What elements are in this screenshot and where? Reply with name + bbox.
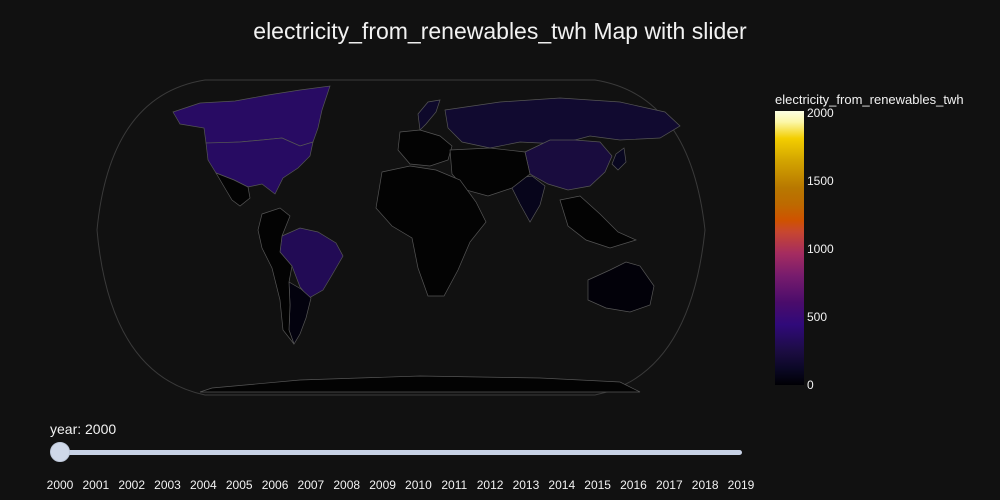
year-tick-2011[interactable]: 2011 — [441, 478, 468, 492]
country-europe — [397, 129, 453, 167]
country-antarctica — [199, 375, 641, 393]
year-slider-track[interactable] — [60, 450, 742, 455]
country-china — [524, 139, 613, 191]
year-tick-2014[interactable]: 2014 — [548, 478, 576, 492]
country-mexico — [215, 172, 251, 207]
year-tick-2009[interactable]: 2009 — [369, 478, 396, 492]
year-tick-2016[interactable]: 2016 — [620, 478, 647, 492]
year-tick-2015[interactable]: 2015 — [584, 478, 611, 492]
year-tick-2018[interactable]: 2018 — [691, 478, 719, 492]
country-se-asia — [559, 195, 637, 249]
country-nw-south-america — [257, 207, 295, 345]
year-tick-2000[interactable]: 2000 — [46, 478, 74, 492]
year-tick-2007[interactable]: 2007 — [297, 478, 325, 492]
year-tick-2004[interactable]: 2004 — [190, 478, 217, 492]
colorbar-title: electricity_from_renewables_twh — [775, 92, 964, 107]
colorbar-tick-2000: 2000 — [807, 106, 834, 120]
country-australia — [587, 261, 655, 313]
year-tick-2012[interactable]: 2012 — [476, 478, 504, 492]
year-tick-2013[interactable]: 2013 — [512, 478, 540, 492]
country-norway — [417, 99, 441, 131]
country-usa — [205, 137, 314, 195]
slider-current-year: 2000 — [85, 421, 117, 437]
chart-title: electricity_from_renewables_twh Map with… — [253, 18, 747, 44]
country-russia — [444, 97, 681, 149]
year-tick-2010[interactable]: 2010 — [405, 478, 432, 492]
slider-current-label: year: 2000 — [50, 421, 116, 437]
colorbar-tick-500: 500 — [807, 310, 828, 324]
country-africa — [375, 165, 487, 297]
country-japan — [611, 147, 627, 171]
colorbar-tick-1000: 1000 — [807, 242, 834, 256]
year-tick-2019[interactable]: 2019 — [727, 478, 755, 492]
year-tick-2001[interactable]: 2001 — [82, 478, 110, 492]
colorbar-tick-1500: 1500 — [807, 174, 834, 188]
year-tick-2008[interactable]: 2008 — [333, 478, 361, 492]
colorbar-tick-0: 0 — [807, 378, 814, 392]
year-tick-2002[interactable]: 2002 — [118, 478, 146, 492]
year-tick-2003[interactable]: 2003 — [154, 478, 181, 492]
globe-outline — [96, 79, 706, 396]
year-tick-2006[interactable]: 2006 — [261, 478, 289, 492]
year-tick-2017[interactable]: 2017 — [655, 478, 683, 492]
country-india — [511, 175, 546, 223]
country-canada — [172, 85, 331, 147]
year-slider-handle[interactable] — [50, 442, 70, 462]
slider-label-prefix: year: — [50, 421, 86, 437]
year-slider-ticks: 2000 2001 2002 2003 2004 2005 2006 2007 2008 2009… — [0, 478, 1000, 494]
colorbar — [775, 111, 804, 385]
year-tick-2005[interactable]: 2005 — [225, 478, 253, 492]
